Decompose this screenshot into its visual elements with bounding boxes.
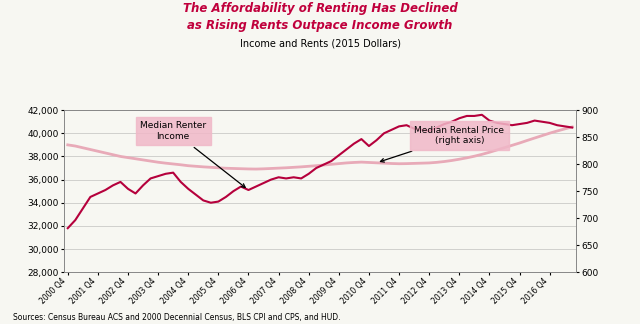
Text: as Rising Rents Outpace Income Growth: as Rising Rents Outpace Income Growth [188,19,452,32]
Text: The Affordability of Renting Has Declined: The Affordability of Renting Has Decline… [182,2,458,15]
Text: Median Renter
Income: Median Renter Income [140,121,245,187]
Text: Sources: Census Bureau ACS and 2000 Decennial Census, BLS CPI and CPS, and HUD.: Sources: Census Bureau ACS and 2000 Dece… [13,313,340,322]
Text: Median Rental Price
(right axis): Median Rental Price (right axis) [380,126,504,162]
Text: Income and Rents (2015 Dollars): Income and Rents (2015 Dollars) [239,38,401,48]
